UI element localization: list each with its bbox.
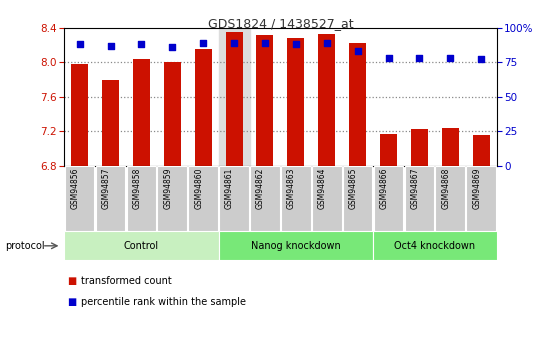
Text: Nanog knockdown: Nanog knockdown — [251, 241, 341, 251]
Bar — [405, 166, 434, 231]
Bar — [164, 62, 181, 166]
Point — [137, 41, 146, 47]
Point — [168, 44, 177, 50]
Point — [261, 40, 270, 46]
Text: GSM94867: GSM94867 — [410, 168, 420, 209]
Bar — [473, 135, 490, 166]
Point — [75, 41, 84, 47]
Text: GSM94857: GSM94857 — [102, 168, 110, 209]
Bar — [195, 49, 211, 166]
Text: GDS1824 / 1438527_at: GDS1824 / 1438527_at — [208, 17, 353, 30]
Text: GSM94864: GSM94864 — [318, 168, 327, 209]
Bar — [380, 134, 397, 166]
Bar — [287, 38, 304, 166]
Bar — [349, 43, 366, 166]
Text: GSM94860: GSM94860 — [194, 168, 203, 209]
Text: GSM94862: GSM94862 — [256, 168, 265, 209]
Bar — [219, 28, 249, 166]
Text: transformed count: transformed count — [81, 276, 172, 286]
Bar — [442, 128, 459, 166]
Bar — [257, 35, 273, 166]
Text: ■: ■ — [67, 297, 76, 307]
Text: Control: Control — [124, 241, 159, 251]
Text: GSM94861: GSM94861 — [225, 168, 234, 209]
Point — [384, 55, 393, 61]
Text: Oct4 knockdown: Oct4 knockdown — [395, 241, 475, 251]
Point — [323, 40, 331, 46]
Bar — [466, 166, 496, 231]
Text: ■: ■ — [67, 276, 76, 286]
Bar — [435, 166, 465, 231]
Point — [353, 48, 362, 54]
Bar — [343, 166, 372, 231]
Bar — [102, 80, 119, 166]
Bar — [250, 166, 280, 231]
Bar — [95, 166, 126, 231]
Point — [199, 40, 208, 46]
Point — [415, 55, 424, 61]
Bar — [157, 166, 187, 231]
Bar — [65, 166, 94, 231]
Bar — [219, 166, 249, 231]
Point — [229, 40, 238, 46]
Text: GSM94866: GSM94866 — [379, 168, 388, 209]
Text: GSM94865: GSM94865 — [349, 168, 358, 209]
Bar — [127, 166, 156, 231]
Bar — [312, 166, 341, 231]
Bar — [189, 166, 218, 231]
Text: GSM94869: GSM94869 — [472, 168, 481, 209]
Text: GSM94863: GSM94863 — [287, 168, 296, 209]
Bar — [281, 166, 311, 231]
Point — [106, 43, 115, 48]
Bar — [219, 231, 373, 260]
Bar — [373, 231, 497, 260]
Point — [477, 57, 485, 62]
Text: GSM94858: GSM94858 — [132, 168, 141, 209]
Bar — [318, 34, 335, 166]
Bar — [411, 129, 428, 166]
Point — [291, 41, 300, 47]
Bar — [71, 64, 88, 166]
Bar — [374, 166, 403, 231]
Text: GSM94856: GSM94856 — [71, 168, 80, 209]
Text: GSM94859: GSM94859 — [163, 168, 172, 209]
Text: GSM94868: GSM94868 — [441, 168, 450, 209]
Text: percentile rank within the sample: percentile rank within the sample — [81, 297, 246, 307]
Bar — [225, 32, 243, 166]
Point — [446, 55, 455, 61]
Text: protocol: protocol — [6, 241, 45, 251]
Bar — [133, 59, 150, 166]
Bar — [64, 231, 219, 260]
